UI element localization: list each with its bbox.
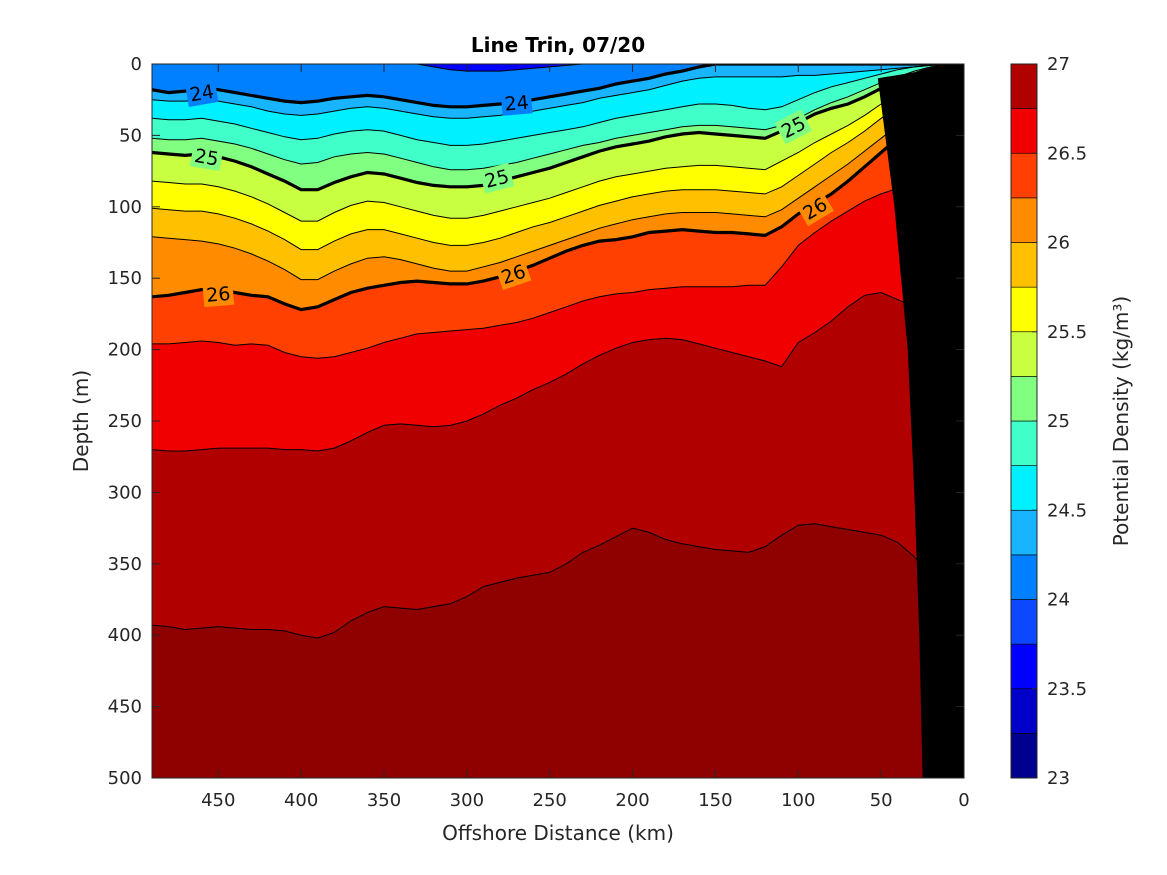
y-tick-label: 450 [108, 697, 142, 718]
x-tick-label: 450 [201, 790, 235, 811]
contour-label-text: 26 [205, 283, 231, 307]
colorbar-segment [1010, 688, 1038, 734]
colorbar-tick-label: 25.5 [1047, 322, 1087, 343]
colorbar-tick-label: 25 [1047, 411, 1070, 432]
y-tick-label: 150 [108, 268, 142, 289]
isopycnal-line [152, 80, 964, 281]
y-tick-label: 200 [108, 340, 142, 361]
colorbar-segment [1010, 599, 1038, 645]
x-axis-ticks: 450 400 350 300 250 200 150 100 50 0 [201, 64, 970, 811]
colorbar-tick-label: 23.5 [1047, 679, 1087, 700]
y-tick-label: 500 [108, 768, 142, 789]
colorbar-segment [1010, 331, 1038, 377]
x-tick-label: 0 [958, 790, 969, 811]
colorbar-tick-label: 23 [1047, 768, 1070, 789]
isopycnal-line [152, 64, 964, 119]
bottom-topography [877, 64, 964, 778]
contour-plot-area [152, 64, 964, 778]
colorbar-segment [1010, 465, 1038, 511]
x-tick-label: 350 [367, 790, 401, 811]
contour-label-text: 24 [188, 81, 216, 107]
x-tick-label: 250 [533, 790, 567, 811]
contour-label: 24 [184, 78, 219, 107]
contour-label-text: 24 [504, 92, 530, 116]
contour-label: 25 [189, 142, 224, 172]
isopycnal-line [152, 64, 964, 72]
y-tick-label: 0 [131, 54, 142, 75]
colorbar-tick-label: 27 [1047, 54, 1070, 75]
colorbar-segment [1010, 286, 1038, 333]
y-tick-label: 50 [119, 125, 142, 146]
colorbar-segment [1010, 509, 1038, 556]
y-axis-ticks: 0 50 100 150 200 250 300 350 400 450 500 [108, 54, 964, 789]
colorbar-segment [1010, 376, 1038, 422]
contour-label: 26 [202, 280, 235, 308]
y-tick-label: 350 [108, 554, 142, 575]
x-tick-label: 200 [615, 790, 649, 811]
x-tick-label: 100 [781, 790, 815, 811]
isopycnal-line [152, 64, 964, 171]
colorbar-segment [1010, 733, 1038, 779]
colorbar-tick-label: 24 [1047, 590, 1070, 611]
isopycnal-line [152, 64, 964, 192]
x-tick-label: 300 [450, 790, 484, 811]
contour-label: 24 [500, 89, 533, 116]
y-axis-label: Depth (m) [69, 370, 93, 472]
density-band [152, 523, 964, 778]
chart-title: Line Trin, 07/20 [471, 33, 645, 57]
colorbar-segment [1010, 242, 1038, 288]
isopycnal-line [152, 291, 964, 452]
contour-label-text: 25 [193, 145, 221, 171]
x-axis-label: Offshore Distance (km) [442, 821, 674, 845]
colorbar-tick-label: 24.5 [1047, 500, 1087, 521]
y-tick-label: 250 [108, 411, 142, 432]
isopycnal-line [152, 523, 964, 639]
colorbar-segment [1010, 63, 1038, 109]
colorbar-tick-label: 26 [1047, 233, 1070, 254]
y-tick-label: 400 [108, 625, 142, 646]
y-tick-label: 100 [108, 197, 142, 218]
colorbar-segment [1010, 152, 1038, 199]
contour-label: 26 [795, 190, 834, 227]
colorbar-segment [1010, 554, 1038, 600]
isopycnal-line [152, 126, 964, 312]
x-tick-label: 150 [698, 790, 732, 811]
y-tick-label: 300 [108, 482, 142, 503]
isopycnal-line [152, 66, 964, 222]
x-tick-label: 400 [284, 790, 318, 811]
colorbar-ticks: 23 23.5 24 24.5 25 25.5 26 26.5 27 [1032, 54, 1087, 789]
isopycnal-line [152, 64, 964, 146]
colorbar-segment [1010, 108, 1038, 154]
colorbar-segment [1010, 197, 1038, 243]
colorbar-label: Potential Density (kg/m³) [1109, 296, 1133, 547]
isopycnal-line [152, 70, 964, 251]
colorbar-segment [1010, 643, 1038, 690]
isopycnal-line [152, 64, 964, 109]
isopycnal-line [152, 183, 964, 359]
colorbar-tick-label: 26.5 [1047, 143, 1087, 164]
x-tick-label: 50 [870, 790, 893, 811]
colorbar-segment [1010, 420, 1038, 466]
